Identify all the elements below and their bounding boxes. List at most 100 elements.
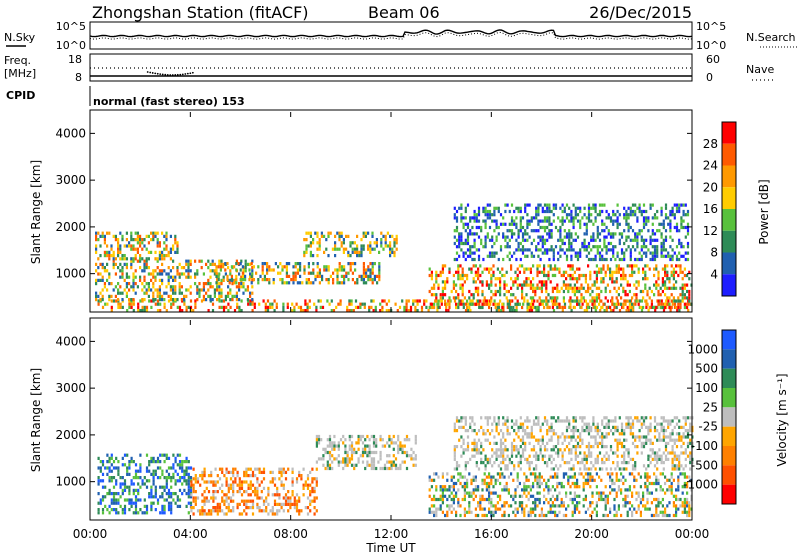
velocity-cell (592, 422, 595, 426)
power-cell (196, 269, 199, 273)
velocity-cell (530, 429, 533, 433)
power-cell (653, 305, 656, 310)
power-cell (626, 283, 629, 287)
power-cell (640, 309, 644, 313)
power-cell (187, 259, 190, 263)
velocity-cell (631, 504, 634, 508)
power-cell (239, 268, 242, 272)
power-cell (268, 281, 271, 285)
velocity-cell (232, 486, 235, 490)
velocity-cell (585, 461, 588, 465)
power-cell (460, 238, 463, 242)
power-cell (441, 296, 444, 300)
velocity-cell (471, 419, 474, 423)
power-cell (624, 299, 627, 303)
power-cell (556, 286, 559, 290)
power-cell (688, 293, 691, 297)
nave-point (176, 73, 179, 76)
power-cell (535, 209, 538, 214)
velocity-cell (547, 491, 550, 495)
power-cell (112, 250, 115, 254)
velocity-cell (101, 511, 105, 515)
velocity-cell (512, 494, 515, 498)
velocity-cell (540, 475, 543, 479)
nave-point (179, 73, 182, 76)
velocity-cell (218, 477, 222, 481)
power-cell (510, 299, 513, 303)
power-cell (316, 271, 319, 275)
power-cell (469, 216, 472, 220)
power-cell (350, 309, 353, 313)
velocity-cell (603, 435, 606, 439)
power-cell (174, 298, 177, 302)
velocity-cell (156, 466, 160, 470)
velocity-cell (488, 457, 492, 461)
velocity-cell (477, 488, 480, 492)
power-cell (275, 305, 278, 309)
velocity-cell (485, 513, 488, 518)
power-cell (165, 247, 168, 251)
power-cell (241, 274, 244, 278)
power-cell (180, 291, 183, 295)
velocity-cell (609, 485, 612, 489)
power-cell (506, 245, 509, 249)
velocity-cell (357, 457, 360, 461)
velocity-cell (372, 450, 376, 455)
power-cell (473, 245, 476, 249)
power-cell (251, 272, 254, 276)
power-cell (521, 289, 524, 294)
power-cell (587, 213, 591, 217)
power-cell (633, 283, 636, 287)
velocity-cell (232, 470, 235, 474)
velocity-cell (258, 467, 261, 471)
power-cell (385, 302, 388, 306)
velocity-cell (132, 492, 135, 496)
power-cell (439, 273, 442, 278)
power-cell (141, 305, 144, 309)
velocity-cell (433, 504, 436, 508)
velocity-cell (601, 432, 604, 436)
power-cell (292, 271, 295, 275)
power-cell (603, 257, 606, 262)
velocity-cell (459, 475, 462, 479)
velocity-cell (187, 501, 190, 505)
power-cell (598, 238, 602, 242)
velocity-cell (519, 461, 522, 465)
velocity-cell (350, 450, 354, 455)
power-cell (490, 289, 493, 294)
power-cell (362, 281, 365, 285)
power-cell (220, 288, 223, 292)
velocity-cell (499, 461, 503, 465)
power-cell (207, 294, 210, 298)
power-cell (525, 283, 528, 287)
velocity-cell (480, 416, 483, 420)
velocity-cell (628, 485, 631, 489)
power-cell (101, 275, 104, 279)
power-cell (585, 245, 588, 249)
power-cell (583, 309, 586, 313)
power-cell (504, 245, 507, 249)
velocity-cell (199, 483, 202, 487)
power-cell (416, 299, 419, 303)
velocity-cell (579, 438, 582, 442)
power-cell (143, 305, 146, 309)
velocity-cell (516, 478, 519, 482)
power-cell (661, 267, 664, 271)
power-cell (653, 283, 656, 287)
power-cell (502, 235, 505, 239)
power-cell (125, 272, 128, 276)
power-cell (554, 273, 557, 278)
power-cell (653, 273, 656, 278)
power-cell (682, 213, 685, 217)
velocity-cell (574, 457, 577, 461)
velocity-cell (482, 461, 485, 465)
velocity-cell (666, 478, 669, 482)
velocity-cell (366, 450, 369, 455)
power-cell (207, 282, 210, 286)
power-cell (266, 271, 269, 275)
power-cell (488, 216, 492, 220)
power-cell (592, 232, 595, 236)
power-cell (517, 248, 520, 252)
power-cell (527, 283, 530, 287)
velocity-cell (637, 472, 640, 476)
